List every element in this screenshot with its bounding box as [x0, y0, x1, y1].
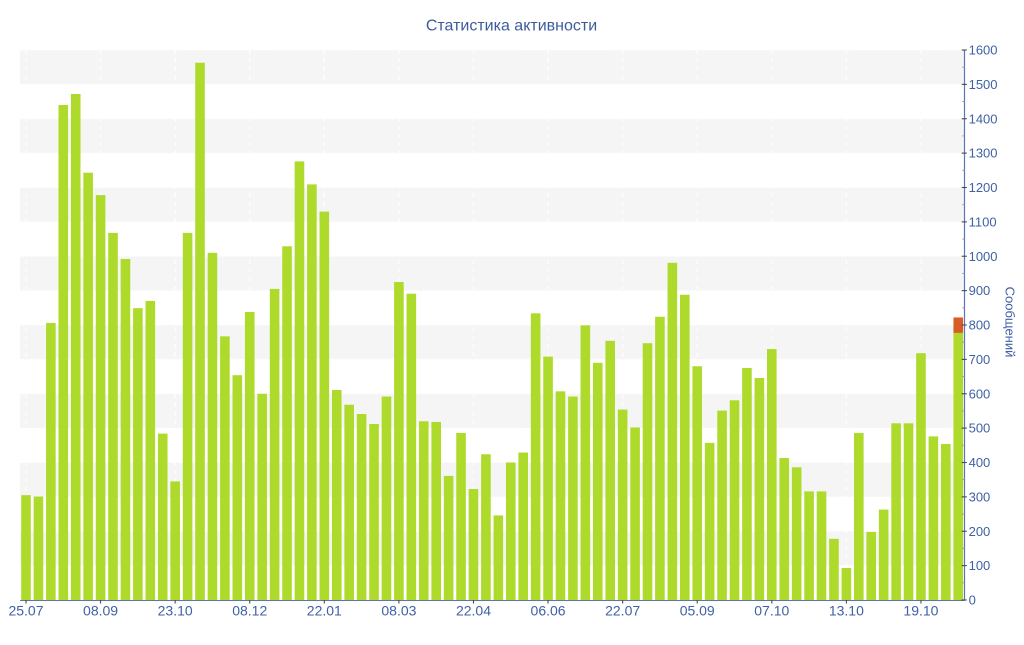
- svg-text:22.07: 22.07: [605, 602, 640, 618]
- svg-text:13.10: 13.10: [829, 602, 864, 618]
- svg-text:1400: 1400: [969, 111, 998, 126]
- svg-text:400: 400: [969, 455, 991, 470]
- svg-text:1200: 1200: [969, 180, 998, 195]
- svg-text:800: 800: [969, 318, 991, 333]
- svg-text:1500: 1500: [969, 77, 998, 92]
- svg-text:100: 100: [969, 558, 991, 573]
- svg-text:08.12: 08.12: [232, 602, 267, 618]
- svg-text:05.09: 05.09: [680, 602, 715, 618]
- svg-text:300: 300: [969, 489, 991, 504]
- svg-text:500: 500: [969, 421, 991, 436]
- svg-text:200: 200: [969, 524, 991, 539]
- svg-text:08.03: 08.03: [381, 602, 416, 618]
- svg-text:0: 0: [969, 593, 976, 608]
- svg-text:22.01: 22.01: [307, 602, 342, 618]
- svg-text:900: 900: [969, 283, 991, 298]
- svg-text:1100: 1100: [969, 214, 997, 229]
- svg-text:1600: 1600: [969, 43, 998, 58]
- svg-text:06.06: 06.06: [531, 602, 566, 618]
- svg-text:600: 600: [969, 386, 991, 401]
- svg-text:23.10: 23.10: [158, 602, 193, 618]
- svg-text:1000: 1000: [969, 249, 998, 264]
- svg-text:700: 700: [969, 352, 991, 367]
- svg-text:Сообщений: Сообщений: [1003, 287, 1018, 358]
- svg-text:22.04: 22.04: [456, 602, 491, 618]
- svg-text:25.07: 25.07: [8, 602, 43, 618]
- svg-text:Статистика активности: Статистика активности: [426, 18, 597, 35]
- svg-text:19.10: 19.10: [903, 602, 938, 618]
- svg-text:08.09: 08.09: [83, 602, 118, 618]
- svg-text:1300: 1300: [969, 146, 998, 161]
- svg-text:07.10: 07.10: [754, 602, 789, 618]
